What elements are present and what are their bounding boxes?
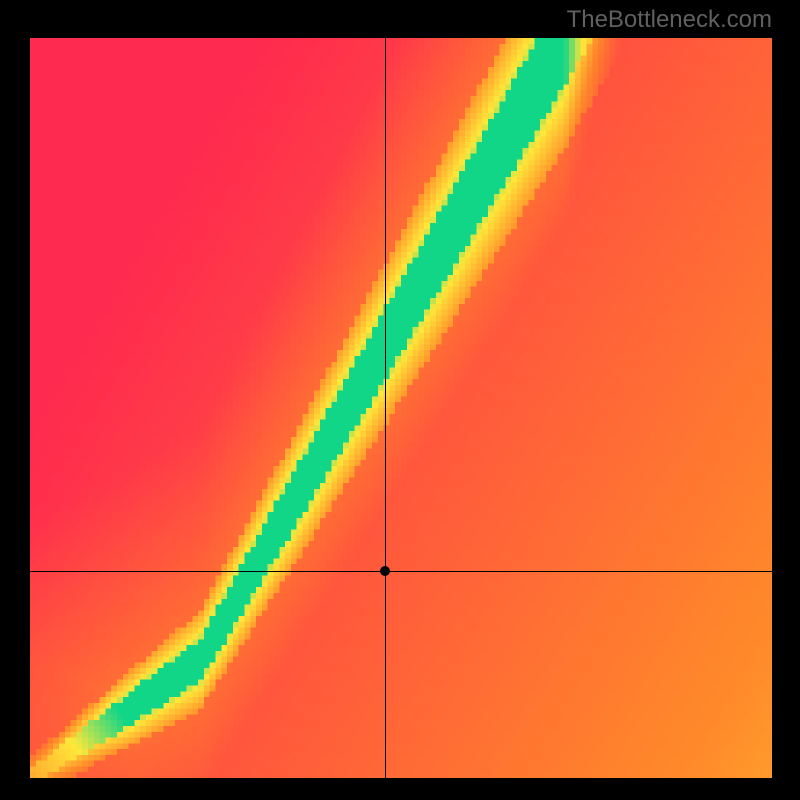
watermark-text: TheBottleneck.com — [567, 6, 772, 34]
bottleneck-heatmap — [30, 38, 772, 778]
crosshair-marker — [380, 566, 390, 576]
crosshair-horizontal — [30, 571, 772, 572]
crosshair-vertical — [385, 38, 386, 778]
